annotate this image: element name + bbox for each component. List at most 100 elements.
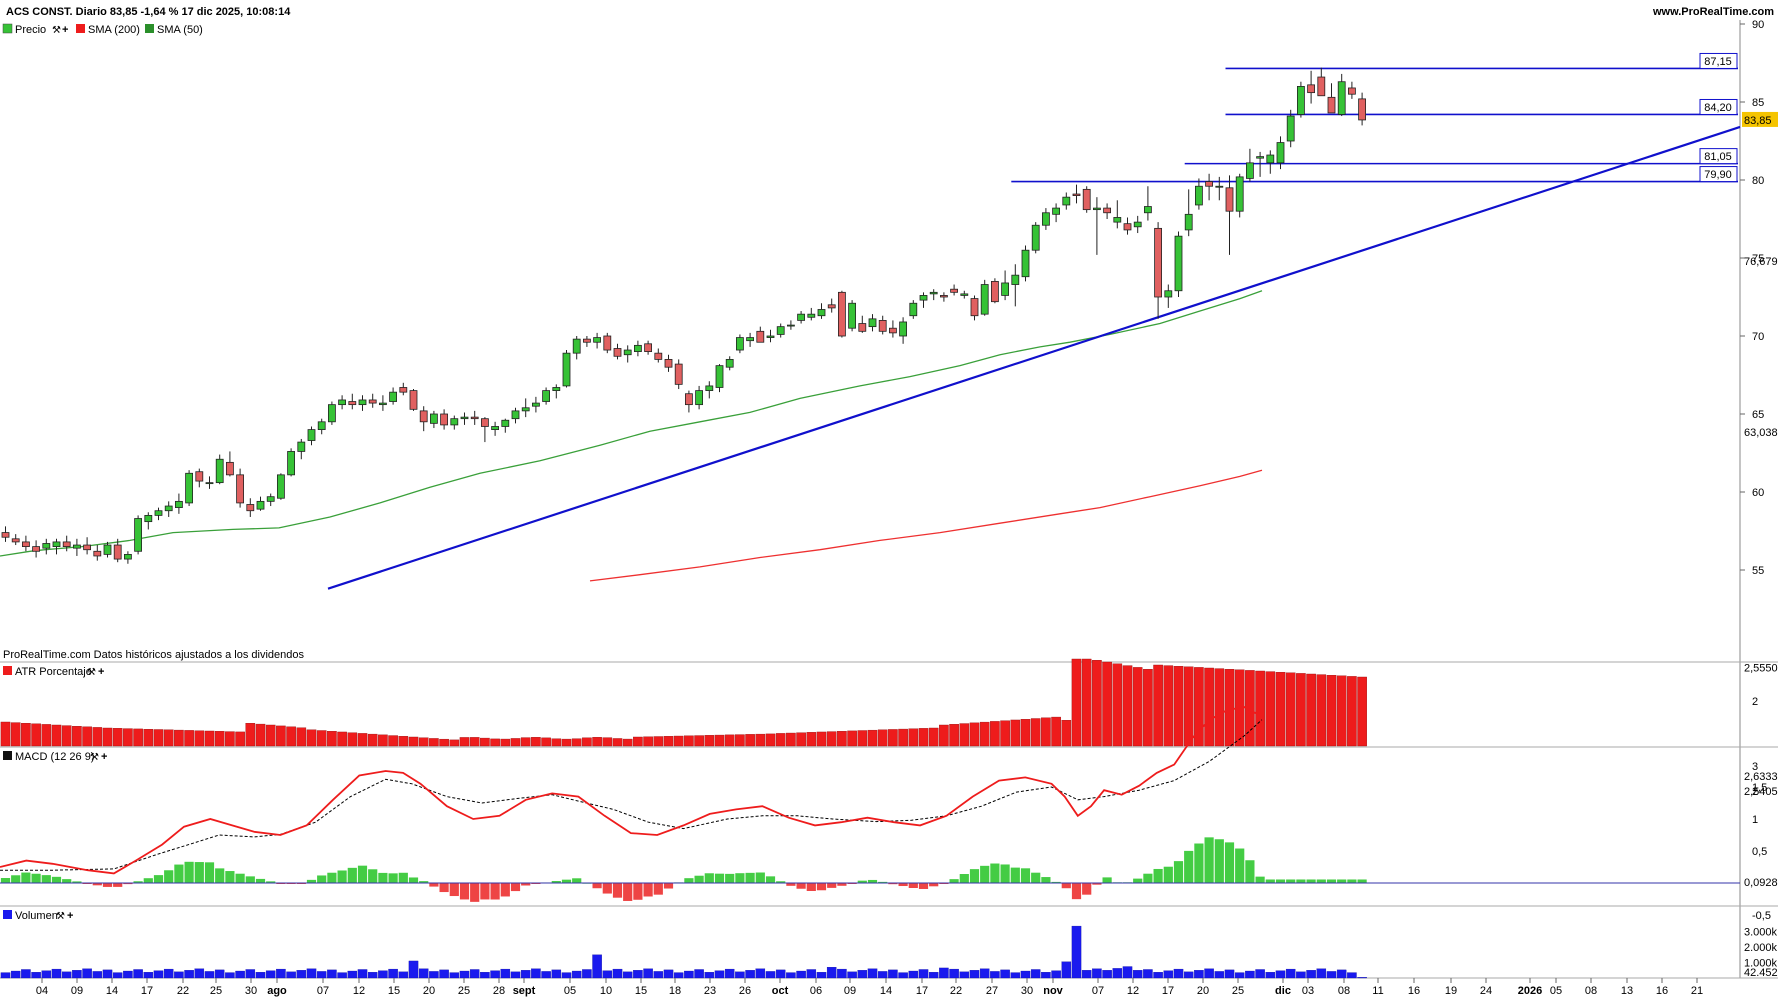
candle-body[interactable] xyxy=(501,419,510,427)
candle-body[interactable] xyxy=(685,393,693,406)
candle-body[interactable] xyxy=(1082,188,1091,211)
candle-body[interactable] xyxy=(787,324,795,327)
macd-panel[interactable]: 3 21,5 1 0,5 -0,5 2,6333 2,5405 0,0928 xyxy=(0,706,1778,922)
candle-body[interactable] xyxy=(93,550,102,557)
candle-body[interactable] xyxy=(429,413,438,424)
candle-body[interactable] xyxy=(1052,207,1060,215)
candle-body[interactable] xyxy=(1337,81,1346,115)
candle-body[interactable] xyxy=(32,546,40,552)
candle-body[interactable] xyxy=(327,404,336,423)
candle-body[interactable] xyxy=(1235,176,1244,212)
candle-body[interactable] xyxy=(1327,96,1336,114)
candle-body[interactable] xyxy=(389,391,398,402)
candle-body[interactable] xyxy=(868,318,877,328)
candle-body[interactable] xyxy=(317,421,326,430)
candle-body[interactable] xyxy=(1021,249,1030,278)
price-panel[interactable]: 87,15 84,20 81,05 79,90 xyxy=(0,52,1741,590)
legend-price[interactable]: Precio xyxy=(15,24,46,36)
candle-body[interactable] xyxy=(848,302,856,329)
candle-body[interactable] xyxy=(593,337,601,343)
candle-body[interactable] xyxy=(1215,185,1224,188)
candle-body[interactable] xyxy=(511,410,520,420)
candle-body[interactable] xyxy=(766,335,775,338)
candle-body[interactable] xyxy=(1225,187,1234,212)
legend-sma200[interactable]: SMA (200) xyxy=(88,24,140,36)
candle-body[interactable] xyxy=(1317,76,1326,97)
candle-body[interactable] xyxy=(1286,115,1295,142)
candle-body[interactable] xyxy=(909,302,918,317)
candle-body[interactable] xyxy=(52,541,61,547)
candle-body[interactable] xyxy=(62,541,71,547)
candle-body[interactable] xyxy=(1205,181,1213,187)
candle-body[interactable] xyxy=(450,418,459,426)
candle-body[interactable] xyxy=(358,399,367,406)
candle-body[interactable] xyxy=(154,510,163,516)
candle-body[interactable] xyxy=(1154,227,1162,298)
candle-body[interactable] xyxy=(695,390,703,406)
candle-body[interactable] xyxy=(297,441,306,452)
candle-body[interactable] xyxy=(899,321,907,337)
candle-body[interactable] xyxy=(1001,282,1009,296)
candle-body[interactable] xyxy=(113,544,122,560)
candle-body[interactable] xyxy=(11,538,20,543)
candle-body[interactable] xyxy=(236,474,245,504)
candle-body[interactable] xyxy=(929,291,938,295)
candle-body[interactable] xyxy=(205,482,214,485)
candle-body[interactable] xyxy=(42,543,51,549)
candle-body[interactable] xyxy=(1358,98,1366,121)
candle-body[interactable] xyxy=(1113,217,1122,223)
candle-body[interactable] xyxy=(756,330,765,343)
candle-body[interactable] xyxy=(1042,212,1050,226)
candle-body[interactable] xyxy=(480,418,489,427)
candle-body[interactable] xyxy=(1031,224,1040,251)
wrench-icon[interactable]: ⚒ xyxy=(87,667,96,678)
candle-body[interactable] xyxy=(103,544,112,555)
candle-body[interactable] xyxy=(1164,290,1173,298)
candle-body[interactable] xyxy=(603,335,612,351)
wrench-icon[interactable]: ⚒ xyxy=(52,25,61,36)
candle-body[interactable] xyxy=(440,413,449,426)
candle-body[interactable] xyxy=(858,323,867,332)
candle-body[interactable] xyxy=(705,385,714,392)
candle-body[interactable] xyxy=(256,500,265,510)
candle-body[interactable] xyxy=(674,363,683,385)
candle-body[interactable] xyxy=(521,407,530,412)
candle-body[interactable] xyxy=(225,461,234,476)
candle-body[interactable] xyxy=(1072,193,1081,196)
candle-body[interactable] xyxy=(991,280,999,303)
candle-body[interactable] xyxy=(950,288,958,293)
plus-icon[interactable]: + xyxy=(101,751,107,763)
candle-body[interactable] xyxy=(1103,207,1111,214)
candle-body[interactable] xyxy=(1266,154,1275,164)
candle-body[interactable] xyxy=(460,416,469,420)
candle-body[interactable] xyxy=(940,295,948,298)
candle-body[interactable] xyxy=(654,352,663,360)
candle-body[interactable] xyxy=(980,284,989,315)
candle-body[interactable] xyxy=(746,337,754,342)
candle-body[interactable] xyxy=(1276,142,1285,164)
candle-body[interactable] xyxy=(399,387,408,393)
candle-body[interactable] xyxy=(338,399,347,406)
candle-body[interactable] xyxy=(215,458,224,484)
candle-body[interactable] xyxy=(889,327,897,334)
candle-body[interactable] xyxy=(664,358,673,368)
volume-label[interactable]: Volumen xyxy=(15,910,58,922)
candle-body[interactable] xyxy=(634,344,642,352)
candle-body[interactable] xyxy=(552,387,561,392)
candle-body[interactable] xyxy=(725,358,734,368)
candle-body[interactable] xyxy=(307,429,316,441)
candle-body[interactable] xyxy=(409,390,418,410)
atr-panel[interactable]: 2 2,5550 xyxy=(0,658,1778,747)
plus-icon[interactable]: + xyxy=(67,910,73,922)
candle-body[interactable] xyxy=(124,554,132,560)
candle-body[interactable] xyxy=(287,451,296,476)
candle-body[interactable] xyxy=(1184,213,1193,231)
candle-body[interactable] xyxy=(776,326,785,335)
candle-body[interactable] xyxy=(1062,196,1071,206)
wrench-icon[interactable]: ⚒ xyxy=(90,752,99,763)
site-url[interactable]: www.ProRealTime.com xyxy=(1652,6,1774,18)
candle-body[interactable] xyxy=(491,426,500,431)
candle-body[interactable] xyxy=(562,352,571,387)
candle-body[interactable] xyxy=(919,295,928,301)
trendline[interactable] xyxy=(327,125,1741,590)
